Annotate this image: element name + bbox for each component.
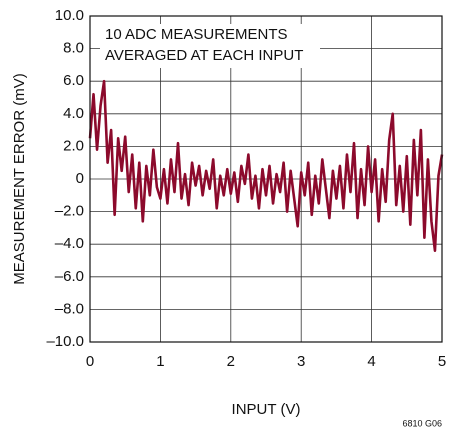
plot-frame (89, 15, 443, 343)
annotation: AVERAGED AT EACH INPUT (105, 47, 303, 64)
footnote: 6810 G06 (402, 418, 442, 428)
x-tick-label: 2 (227, 353, 235, 370)
y-tick-label: 4.0 (63, 105, 84, 122)
x-tick-label: 5 (438, 353, 446, 370)
x-tick-label: 0 (86, 353, 94, 370)
y-tick-label: –2.0 (55, 203, 84, 220)
y-tick-label: 8.0 (63, 40, 84, 57)
y-tick-label: 0 (76, 170, 84, 187)
y-tick-label: –6.0 (55, 268, 84, 285)
data-line (88, 79, 444, 253)
x-tick-label: 1 (156, 353, 164, 370)
plot (88, 79, 444, 253)
y-tick-label: 6.0 (63, 72, 84, 89)
y-tick-label: –10.0 (46, 333, 84, 350)
x-axis-label: INPUT (V) (232, 401, 301, 418)
annotation: 10 ADC MEASUREMENTS (105, 26, 288, 43)
y-tick-label: –4.0 (55, 235, 84, 252)
y-tick-label: 2.0 (63, 137, 84, 154)
x-tick-label: 3 (297, 353, 305, 370)
annotation-box (100, 24, 320, 68)
x-tick-label: 4 (367, 353, 375, 370)
y-tick-label: 10.0 (55, 7, 84, 24)
y-axis-label: MEASUREMENT ERROR (mV) (11, 73, 28, 284)
y-tick-label: –8.0 (55, 300, 84, 317)
